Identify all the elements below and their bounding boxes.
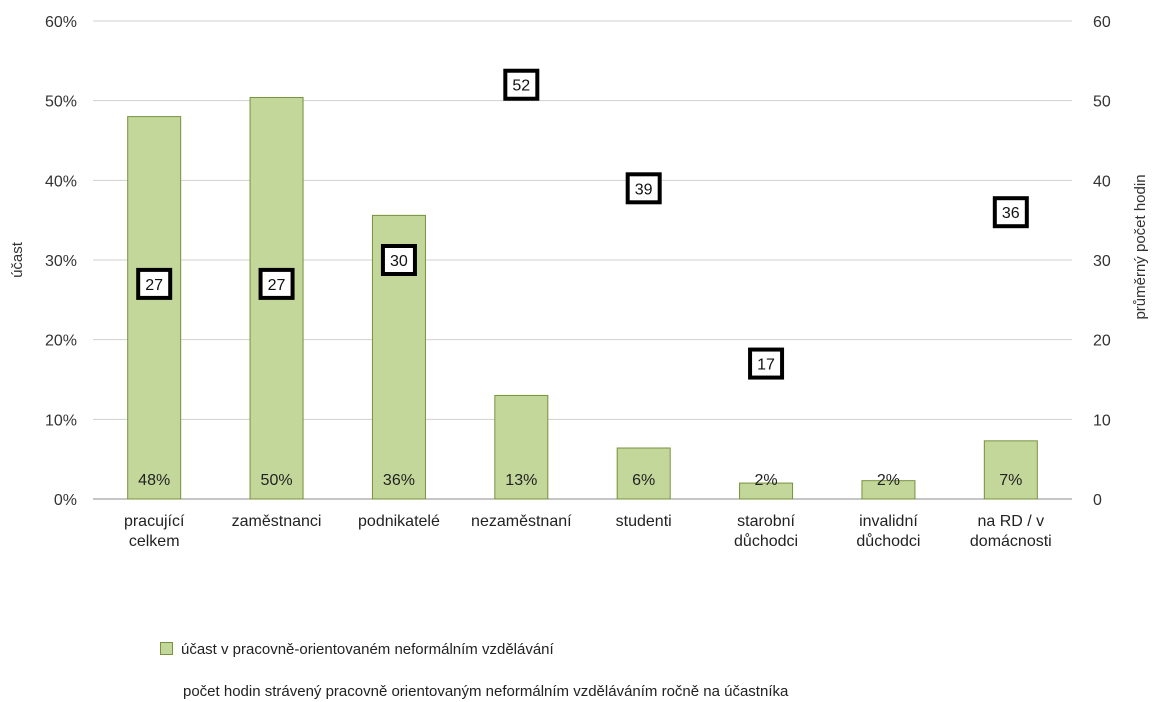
right-tick-label: 10 [1093,412,1111,429]
right-tick-label: 40 [1093,173,1111,190]
right-tick-label: 50 [1093,94,1111,111]
hours-marker-label: 17 [757,357,775,374]
hours-marker: 36 [992,196,1029,229]
hours-marker-box [992,196,1029,229]
chart: 48% 50% 36% 13% 6% 2% 2% 7% 27 27 30 52 39 17 36 0% 10… [9,14,1149,550]
legend-label-hours: počet hodin strávený pracovně orientovan… [183,683,789,700]
hours-marker-box [136,267,173,300]
left-tick-label: 0% [54,492,77,509]
bar-data-label: 2% [755,472,778,489]
bar-data-label: 2% [877,472,900,489]
bar-data-labels: 48% 50% 36% 13% 6% 2% 2% 7% [138,472,1022,489]
left-tick-label: 10% [45,412,77,429]
hours-marker: 27 [136,267,173,300]
category-label: studenti [616,513,672,530]
hours-marker-label: 27 [268,277,286,294]
hours-marker-label: 39 [635,181,653,198]
left-tick-label: 40% [45,173,77,190]
legend-label-participation: účast v pracovně-orientovaném neformální… [181,641,554,658]
category-label: podnikatelé [358,513,440,530]
category-label: zaměstnanci [232,513,322,530]
legend-item-participation: účast v pracovně-orientovaném neformální… [160,641,554,658]
hours-marker-label: 52 [512,78,530,95]
category-label: nezaměstnaní [471,513,572,530]
category-label: starobní důchodci [734,513,798,550]
category-labels: pracující celkem zaměstnanci podnikatelé nez… [124,513,1052,550]
hours-marker-label: 36 [1002,205,1020,222]
bar-data-label: 6% [632,472,655,489]
hours-marker: 17 [748,347,785,380]
hours-marker: 52 [503,68,540,101]
left-tick-label: 50% [45,94,77,111]
hours-marker: 30 [380,244,417,276]
left-tick-label: 30% [45,253,77,270]
bar [861,480,916,500]
left-axis-title: účast [9,241,26,278]
bar-data-label: 48% [138,472,170,489]
category-label: pracující celkem [124,513,185,550]
left-tick-label: 60% [45,14,77,31]
right-tick-label: 30 [1093,253,1111,270]
right-axis-title: průměrný počet hodin [1132,174,1149,319]
hour-markers: 27 27 30 52 39 17 36 [136,68,1029,380]
hours-marker: 27 [258,267,295,300]
bar [739,482,794,500]
right-axis-ticks: 0 10 20 30 40 50 60 [1093,14,1111,509]
bar-data-label: 7% [999,472,1022,489]
right-tick-label: 0 [1093,492,1102,509]
bar [616,447,671,500]
left-axis-ticks: 0% 10% 20% 30% 40% 50% 60% [45,14,77,509]
hours-marker-box [503,68,540,101]
right-tick-label: 60 [1093,14,1111,31]
bar [983,440,1038,500]
hours-marker-box [625,172,662,205]
hours-marker-box [748,347,785,380]
hours-marker: 39 [625,172,662,205]
hours-marker-label: 30 [390,253,408,270]
right-tick-label: 20 [1093,333,1111,350]
left-tick-label: 20% [45,333,77,350]
bar [494,394,549,500]
hours-marker-box [380,244,417,276]
legend-swatch-participation [160,642,173,655]
legend-item-hours: počet hodin strávený pracovně orientovan… [183,683,788,700]
bar-data-label: 13% [505,472,537,489]
hours-marker-box [258,267,295,300]
bar-data-label: 36% [383,472,415,489]
hours-marker-label: 27 [145,277,163,294]
bar-data-label: 50% [261,472,293,489]
category-label: na RD / v domácnosti [970,513,1052,550]
bar [127,116,182,500]
gridlines [93,20,1072,500]
category-label: invalidní důchodci [856,513,920,550]
